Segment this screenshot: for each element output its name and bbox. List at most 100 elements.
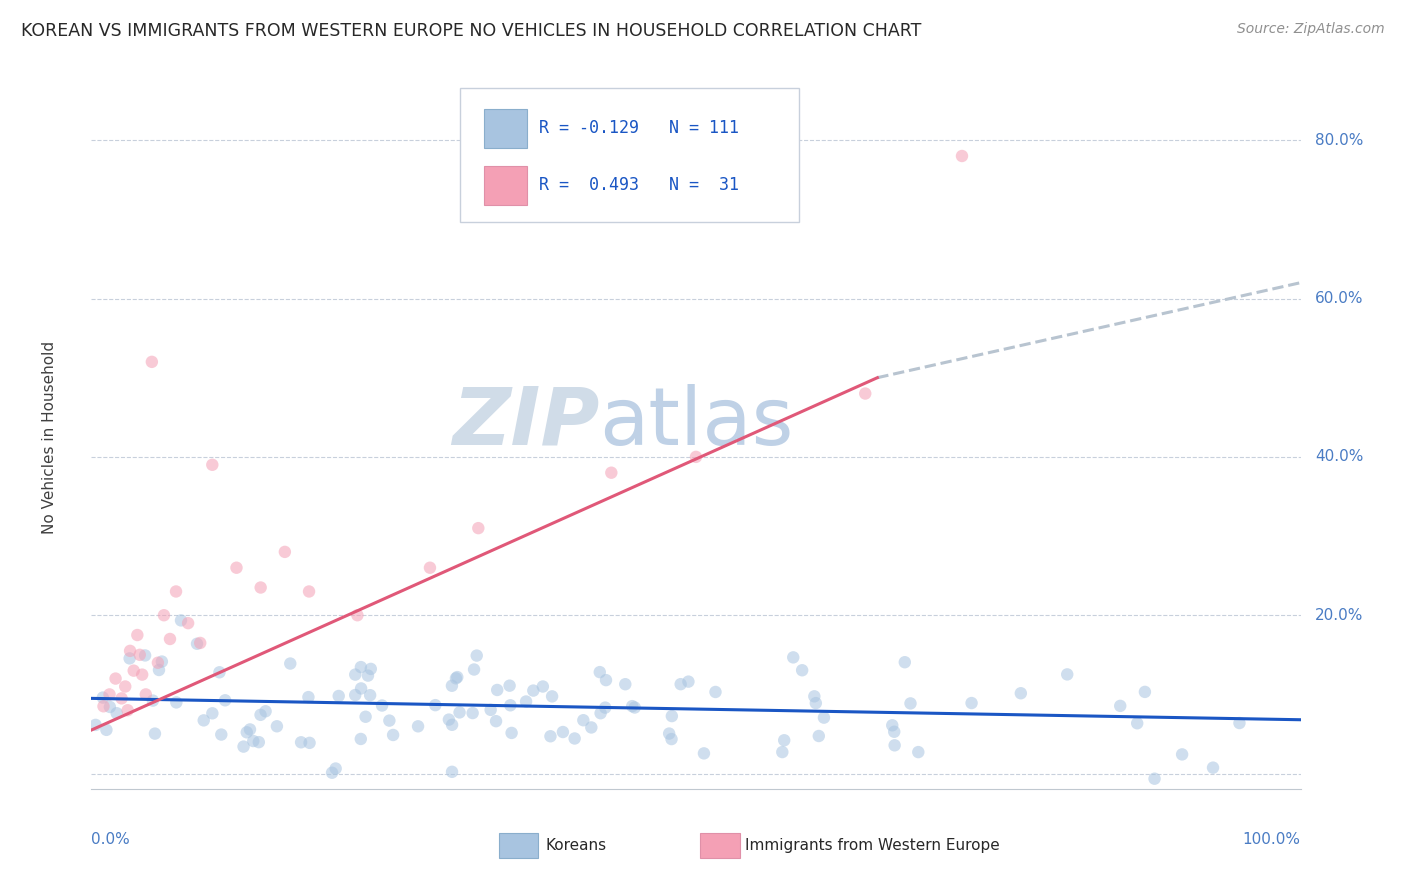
Point bbox=[773, 733, 796, 747]
Point bbox=[813, 711, 835, 725]
Point bbox=[177, 616, 200, 631]
Point bbox=[437, 713, 460, 727]
Point bbox=[254, 704, 277, 718]
Point bbox=[225, 560, 247, 574]
Point bbox=[321, 765, 343, 780]
FancyBboxPatch shape bbox=[460, 88, 799, 222]
Point bbox=[581, 721, 603, 735]
Point bbox=[117, 703, 139, 717]
Point bbox=[446, 670, 468, 684]
Point bbox=[186, 637, 208, 651]
Point bbox=[661, 732, 683, 747]
Point bbox=[378, 714, 401, 728]
Point bbox=[770, 745, 793, 759]
Point bbox=[589, 706, 612, 721]
Point bbox=[214, 693, 236, 707]
Point bbox=[463, 663, 485, 677]
Point bbox=[621, 699, 644, 714]
Text: R =  0.493   N =  31: R = 0.493 N = 31 bbox=[538, 176, 738, 194]
Point bbox=[960, 696, 983, 710]
Point bbox=[894, 655, 917, 669]
Point bbox=[120, 644, 142, 658]
Text: 20.0%: 20.0% bbox=[1315, 607, 1364, 623]
Point bbox=[193, 714, 215, 728]
Point bbox=[593, 700, 616, 714]
Point bbox=[298, 736, 321, 750]
Point bbox=[146, 656, 169, 670]
Point bbox=[792, 663, 814, 677]
Point bbox=[350, 660, 373, 674]
Point bbox=[325, 762, 347, 776]
Point bbox=[114, 680, 136, 694]
Point bbox=[1056, 667, 1078, 681]
Point bbox=[883, 739, 905, 753]
Point bbox=[1109, 698, 1132, 713]
Point bbox=[170, 614, 193, 628]
Point bbox=[159, 632, 181, 646]
Point bbox=[290, 735, 312, 749]
Point bbox=[128, 648, 150, 662]
Bar bbox=[484, 166, 527, 204]
Text: ZIP: ZIP bbox=[451, 384, 599, 462]
Point bbox=[382, 728, 405, 742]
Bar bbox=[484, 110, 527, 148]
Point bbox=[1171, 747, 1194, 762]
Point bbox=[623, 700, 645, 714]
Point bbox=[239, 723, 262, 737]
Point bbox=[122, 664, 145, 678]
Point bbox=[344, 688, 367, 702]
Point bbox=[479, 703, 502, 717]
Point bbox=[346, 608, 368, 623]
Point bbox=[142, 693, 165, 707]
Text: 60.0%: 60.0% bbox=[1315, 291, 1364, 306]
Point bbox=[669, 677, 692, 691]
Point bbox=[354, 710, 377, 724]
Point bbox=[803, 690, 825, 704]
Point bbox=[236, 725, 259, 739]
Point bbox=[900, 697, 922, 711]
Point bbox=[501, 726, 523, 740]
Point bbox=[661, 709, 683, 723]
Point bbox=[907, 745, 929, 759]
Point bbox=[600, 466, 623, 480]
Point bbox=[883, 724, 905, 739]
Point bbox=[853, 386, 876, 401]
Point bbox=[242, 734, 264, 748]
Point bbox=[406, 719, 429, 733]
Point bbox=[804, 696, 827, 710]
Point bbox=[1010, 686, 1032, 700]
Text: Immigrants from Western Europe: Immigrants from Western Europe bbox=[745, 838, 1000, 853]
Point bbox=[143, 726, 166, 740]
Point bbox=[1229, 716, 1251, 731]
Point bbox=[274, 545, 297, 559]
Point bbox=[693, 747, 716, 761]
Point bbox=[441, 764, 464, 779]
Point bbox=[135, 687, 157, 701]
Point bbox=[105, 706, 128, 721]
Point bbox=[209, 727, 232, 741]
Point bbox=[93, 699, 115, 714]
Point bbox=[531, 680, 554, 694]
Point bbox=[572, 713, 595, 727]
Point bbox=[465, 648, 488, 663]
Point bbox=[249, 707, 271, 722]
Point bbox=[201, 458, 224, 472]
Point bbox=[141, 355, 163, 369]
Point bbox=[541, 690, 564, 704]
Point bbox=[551, 725, 574, 739]
Point bbox=[201, 706, 224, 721]
Point bbox=[486, 683, 509, 698]
Point bbox=[247, 735, 270, 749]
Point bbox=[131, 667, 153, 681]
Point bbox=[249, 581, 271, 595]
Point bbox=[91, 690, 114, 705]
Point bbox=[485, 714, 508, 728]
Text: No Vehicles in Household: No Vehicles in Household bbox=[42, 341, 56, 533]
Point bbox=[111, 691, 132, 706]
Point bbox=[359, 688, 381, 702]
Point bbox=[1133, 685, 1156, 699]
Text: 100.0%: 100.0% bbox=[1243, 831, 1301, 847]
Point bbox=[461, 706, 484, 720]
Point bbox=[589, 665, 612, 679]
Text: R = -0.129   N = 111: R = -0.129 N = 111 bbox=[538, 120, 738, 137]
